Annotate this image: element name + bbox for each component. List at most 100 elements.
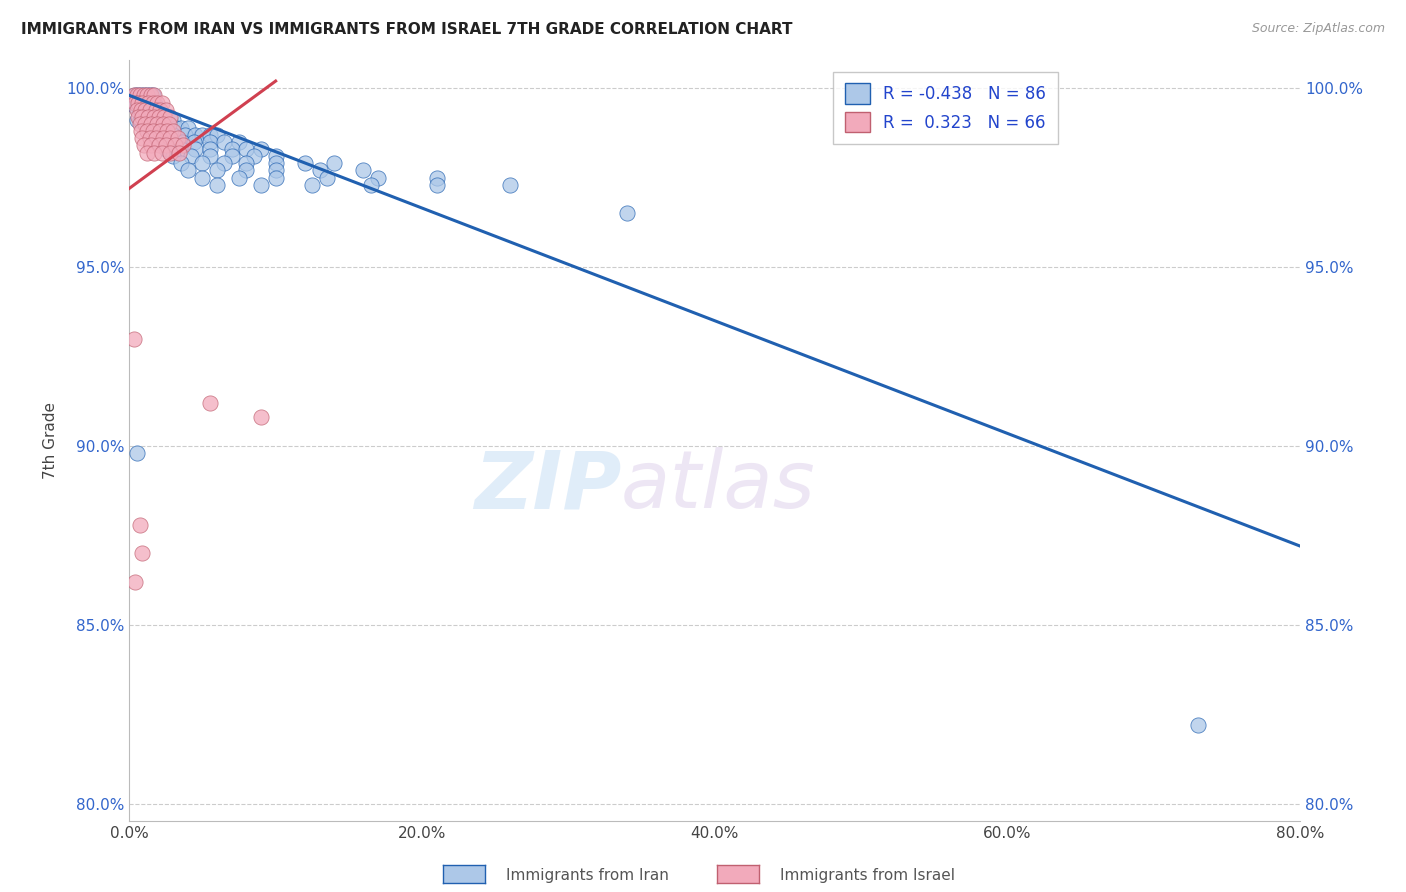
Point	[172, 138, 194, 153]
Point	[198, 128, 221, 142]
Text: IMMIGRANTS FROM IRAN VS IMMIGRANTS FROM ISRAEL 7TH GRADE CORRELATION CHART: IMMIGRANTS FROM IRAN VS IMMIGRANTS FROM …	[21, 22, 793, 37]
Point	[165, 120, 187, 135]
Point	[124, 99, 146, 113]
Point	[124, 95, 146, 110]
Point	[360, 178, 382, 192]
Point	[169, 142, 191, 156]
Point	[128, 517, 150, 532]
Point	[127, 110, 149, 124]
Point	[301, 178, 323, 192]
Point	[135, 120, 157, 135]
Point	[1187, 718, 1209, 732]
Point	[153, 113, 176, 128]
Point	[162, 124, 184, 138]
Point	[146, 95, 169, 110]
Point	[149, 124, 172, 138]
Point	[264, 149, 287, 163]
Point	[153, 110, 176, 124]
Point	[152, 117, 174, 131]
Point	[214, 156, 236, 170]
Point	[198, 149, 221, 163]
Point	[143, 88, 166, 103]
Point	[155, 138, 177, 153]
Text: Immigrants from Israel: Immigrants from Israel	[780, 869, 955, 883]
Point	[124, 574, 146, 589]
Point	[132, 113, 155, 128]
Point	[214, 135, 236, 149]
Point	[169, 156, 191, 170]
Point	[127, 95, 149, 110]
Point	[159, 110, 181, 124]
Point	[294, 156, 316, 170]
Point	[156, 113, 179, 128]
Point	[132, 138, 155, 153]
Point	[162, 113, 184, 128]
Point	[135, 88, 157, 103]
Point	[315, 170, 337, 185]
Point	[228, 135, 250, 149]
Point	[129, 124, 152, 138]
Y-axis label: 7th Grade: 7th Grade	[44, 402, 58, 479]
Legend: R = -0.438   N = 86, R =  0.323   N = 66: R = -0.438 N = 86, R = 0.323 N = 66	[832, 71, 1057, 145]
Point	[353, 163, 375, 178]
Point	[131, 131, 153, 145]
Point	[148, 135, 170, 149]
Point	[148, 110, 170, 124]
Point	[127, 88, 149, 103]
Point	[125, 446, 148, 460]
Point	[139, 103, 162, 117]
Point	[198, 135, 221, 149]
Point	[235, 163, 257, 178]
Text: Source: ZipAtlas.com: Source: ZipAtlas.com	[1251, 22, 1385, 36]
Point	[166, 131, 188, 145]
Point	[162, 149, 184, 163]
Point	[159, 145, 181, 160]
Point	[141, 138, 163, 153]
Point	[125, 103, 148, 117]
Point	[148, 138, 170, 153]
Point	[174, 128, 197, 142]
Point	[167, 145, 190, 160]
Point	[132, 88, 155, 103]
Point	[142, 124, 165, 138]
Point	[205, 163, 228, 178]
Point	[134, 103, 156, 117]
Point	[138, 106, 160, 120]
Point	[159, 131, 181, 145]
Point	[228, 170, 250, 185]
Point	[122, 332, 145, 346]
Text: ZIP: ZIP	[474, 447, 621, 525]
Point	[141, 117, 163, 131]
Point	[264, 156, 287, 170]
Point	[184, 142, 207, 156]
Point	[143, 120, 166, 135]
Point	[308, 163, 330, 178]
Point	[242, 149, 264, 163]
Point	[125, 88, 148, 103]
Point	[157, 117, 180, 131]
Point	[141, 88, 163, 103]
Point	[127, 99, 149, 113]
Point	[221, 149, 243, 163]
Point	[323, 156, 346, 170]
Point	[131, 99, 153, 113]
Point	[149, 103, 172, 117]
Point	[499, 178, 522, 192]
Point	[183, 135, 205, 149]
Point	[156, 124, 179, 138]
Point	[180, 149, 202, 163]
Point	[142, 95, 165, 110]
Point	[148, 106, 170, 120]
Text: Immigrants from Iran: Immigrants from Iran	[506, 869, 669, 883]
Point	[141, 128, 163, 142]
Point	[131, 110, 153, 124]
Point	[198, 142, 221, 156]
Point	[145, 113, 167, 128]
Point	[169, 120, 191, 135]
Point	[205, 178, 228, 192]
Point	[143, 110, 166, 124]
Point	[128, 88, 150, 103]
Point	[159, 113, 181, 128]
Point	[128, 113, 150, 128]
Point	[426, 178, 449, 192]
